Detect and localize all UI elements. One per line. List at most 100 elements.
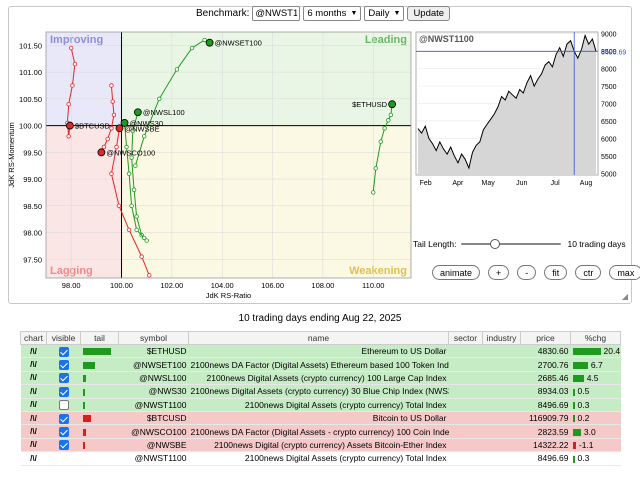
price-cell: 2700.76 bbox=[520, 357, 571, 372]
industry-cell bbox=[482, 438, 521, 453]
name-cell: 2100news Digital Assets (crypto currency… bbox=[188, 398, 449, 412]
col-tail[interactable]: tail bbox=[80, 331, 119, 345]
price-chart-title: @NWST1100 bbox=[419, 34, 474, 44]
update-button[interactable]: Update bbox=[407, 6, 451, 21]
tail-length-bar bbox=[82, 402, 85, 409]
max-button[interactable]: max bbox=[609, 265, 640, 280]
tail-point bbox=[134, 227, 139, 233]
col-industry[interactable]: industry bbox=[482, 331, 521, 345]
table-row[interactable]: /\/ @NWSET100 2100news DA Factor (Digital … bbox=[20, 357, 621, 372]
tail-point bbox=[110, 99, 115, 104]
table-row[interactable]: /\/ @NWSL100 2100news Digital Assets (cryp… bbox=[20, 371, 621, 386]
tail-length-value: 10 trading days bbox=[567, 239, 626, 249]
col-symbol[interactable]: symbol bbox=[118, 331, 189, 345]
chart-link-icon[interactable]: /\/ bbox=[20, 438, 47, 453]
col-pctchg[interactable]: %chg bbox=[570, 331, 621, 345]
name-cell: 2100news Digital Assets (crypto currency… bbox=[188, 451, 449, 466]
tail-length-slider[interactable] bbox=[461, 239, 562, 249]
visible-checkbox[interactable] bbox=[58, 386, 69, 397]
table-row[interactable]: /\/ $ETHUSD Ethereum to US Dollar 4830.60 20… bbox=[20, 344, 621, 359]
col-visible[interactable]: visible bbox=[46, 331, 81, 345]
y-tick-label: 99.00 bbox=[23, 175, 42, 184]
pctchg-value: 6.7 bbox=[590, 359, 603, 370]
slider-handle[interactable] bbox=[490, 239, 501, 249]
series-label: $BTCUSD bbox=[75, 122, 111, 131]
industry-cell bbox=[482, 344, 521, 359]
center-button[interactable]: ctr bbox=[575, 265, 602, 280]
visible-checkbox[interactable] bbox=[58, 400, 69, 411]
tail-length-bar bbox=[82, 442, 85, 450]
tail-point bbox=[109, 126, 114, 131]
symbol-cell[interactable]: @NWSL100 bbox=[118, 371, 189, 386]
chart-link-icon[interactable]: /\/ bbox=[20, 384, 47, 399]
visible-checkbox[interactable] bbox=[58, 413, 69, 424]
visible-cell bbox=[46, 411, 81, 426]
col-chart[interactable]: chart bbox=[20, 331, 47, 345]
name-cell: 2100news DA Factor (Digital Assets) Ethe… bbox=[188, 357, 449, 372]
visible-cell bbox=[46, 438, 81, 453]
zoom-in-button[interactable]: + bbox=[488, 265, 510, 280]
fit-button[interactable]: fit bbox=[544, 265, 568, 280]
benchmark-input[interactable] bbox=[252, 6, 301, 21]
tail-point bbox=[378, 139, 383, 144]
interval-select[interactable]: Daily ▼ bbox=[364, 6, 405, 21]
pctchg-value: -1.1 bbox=[578, 439, 594, 450]
symbol-cell[interactable]: @NWST1100 bbox=[118, 398, 189, 412]
table-row[interactable]: /\/ @NWST1100 2100news Digital Assets (cry… bbox=[20, 451, 621, 466]
price-cell: 8496.69 bbox=[520, 451, 571, 466]
col-name[interactable]: name bbox=[188, 331, 449, 345]
animate-button[interactable]: animate bbox=[432, 265, 481, 280]
symbol-cell[interactable]: @NWST1100 bbox=[118, 451, 189, 466]
pctchg-cell: 20.4 bbox=[570, 344, 621, 359]
visible-checkbox[interactable] bbox=[58, 426, 69, 437]
table-row[interactable]: /\/ $BTCUSD Bitcoin to US Dollar 116909.79 0… bbox=[20, 411, 621, 426]
sector-cell bbox=[448, 357, 483, 372]
quadrant-label-leading: Leading bbox=[365, 34, 407, 46]
tail-point bbox=[141, 235, 147, 241]
visible-cell bbox=[46, 398, 81, 412]
tail-point bbox=[382, 126, 387, 131]
chart-link-icon[interactable]: /\/ bbox=[20, 424, 47, 439]
price-cell: 2685.46 bbox=[520, 371, 571, 386]
zoom-out-button[interactable]: - bbox=[517, 265, 537, 280]
table-row[interactable]: /\/ @NWS30 2100news Digital Assets (crypto… bbox=[20, 384, 621, 399]
col-sector[interactable]: sector bbox=[448, 331, 483, 345]
chevron-down-icon: ▼ bbox=[393, 10, 401, 17]
series-label: @NWSCO100 bbox=[106, 148, 155, 157]
chart-link-icon[interactable]: /\/ bbox=[20, 371, 47, 386]
symbol-cell[interactable]: $BTCUSD bbox=[118, 411, 189, 426]
price-area bbox=[418, 35, 596, 175]
x-tick-label: 102.00 bbox=[160, 281, 183, 290]
tail-point bbox=[111, 112, 117, 118]
table-row[interactable]: /\/ @NWST1100 2100news Digital Assets (cry… bbox=[20, 398, 621, 412]
series-head-point bbox=[66, 121, 74, 130]
industry-cell bbox=[482, 398, 521, 412]
y-tick-label: 99.50 bbox=[23, 148, 42, 157]
chart-link-icon[interactable]: /\/ bbox=[20, 451, 47, 466]
tail-point bbox=[105, 136, 110, 142]
sector-cell bbox=[448, 424, 483, 439]
symbol-cell[interactable]: @NWSET100 bbox=[118, 357, 189, 372]
chart-link-icon[interactable]: /\/ bbox=[20, 344, 47, 359]
period-select[interactable]: 6 months ▼ bbox=[303, 6, 362, 21]
pctchg-value: 0.5 bbox=[577, 386, 590, 397]
table-row[interactable]: /\/ @NWSBE 2100news Digital (crypto curren… bbox=[20, 438, 621, 453]
visible-checkbox[interactable] bbox=[58, 440, 69, 451]
tail-point bbox=[147, 273, 152, 278]
col-price[interactable]: price bbox=[520, 331, 571, 345]
symbol-cell[interactable]: $ETHUSD bbox=[118, 344, 189, 359]
chart-link-icon[interactable]: /\/ bbox=[20, 357, 47, 372]
chart-link-icon[interactable]: /\/ bbox=[20, 411, 47, 426]
chart-link-icon[interactable]: /\/ bbox=[20, 398, 47, 412]
table-row[interactable]: /\/ @NWSCO100 2100news DA Factor (Digital … bbox=[20, 424, 621, 439]
symbol-cell[interactable]: @NWS30 bbox=[118, 384, 189, 399]
visible-checkbox[interactable] bbox=[58, 346, 69, 357]
resize-handle-icon[interactable]: ◢ bbox=[621, 292, 628, 301]
symbol-cell[interactable]: @NWSBE bbox=[118, 438, 189, 453]
symbol-cell[interactable]: @NWSCO100 bbox=[118, 424, 189, 439]
table-caption: 10 trading days ending Aug 22, 2025 bbox=[238, 313, 402, 324]
visible-checkbox[interactable] bbox=[58, 373, 69, 384]
visible-checkbox[interactable] bbox=[58, 359, 69, 370]
price-chart[interactable]: 9000 8500 8000 7500 7000 6500 6000 5500 5000 8496… bbox=[0, 0, 640, 304]
